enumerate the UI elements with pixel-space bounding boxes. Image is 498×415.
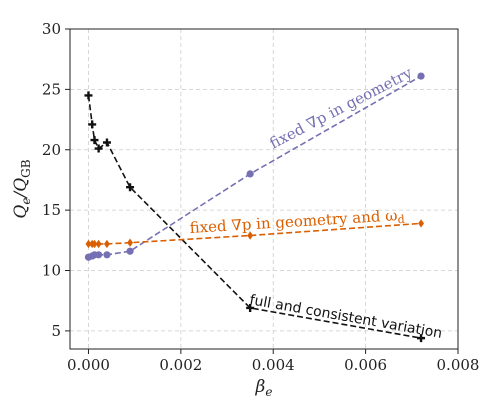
y-tick-label: 10 — [42, 262, 61, 280]
data-point — [95, 239, 102, 249]
series-2 — [85, 219, 424, 249]
series-label-fixed-grad-p-omega: fixed ∇p in geometry and ωd — [189, 206, 405, 239]
series-label-fixed-grad-p: fixed ∇p in geometry — [267, 63, 416, 152]
data-point — [126, 183, 135, 192]
y-tick-label: 5 — [51, 322, 61, 340]
data-point — [126, 247, 134, 255]
data-point — [246, 170, 254, 178]
data-point — [247, 231, 254, 240]
data-point — [104, 239, 110, 249]
axis-ticks: 0.000 0.002 0.004 0.006 0.008 5 10 15 20 25 30 — [42, 20, 480, 374]
series-0 — [84, 91, 426, 343]
x-tick-label: 0.008 — [437, 356, 480, 374]
data-point — [418, 219, 424, 228]
data-point — [103, 251, 111, 259]
data-point — [417, 334, 426, 343]
data-point — [90, 136, 99, 145]
data-point — [85, 239, 92, 249]
data-point — [246, 303, 255, 312]
data-point — [88, 120, 97, 129]
series-1 — [84, 72, 425, 261]
y-axis-label: Qe/QGB — [11, 159, 33, 218]
x-tick-label: 0.004 — [252, 356, 295, 374]
y-tick-label: 30 — [42, 20, 61, 38]
data-point — [84, 91, 93, 100]
y-tick-label: 25 — [42, 80, 61, 98]
y-tick-label: 20 — [42, 141, 61, 159]
series-layer — [84, 72, 426, 343]
data-point — [102, 138, 111, 147]
series-label-full-consistent: full and consistent variation — [248, 292, 443, 342]
x-axis-label: βe — [255, 377, 273, 399]
data-point — [127, 238, 133, 247]
data-point — [91, 239, 98, 249]
data-point — [417, 72, 425, 80]
y-tick-label: 15 — [42, 201, 61, 219]
plot-frame — [69, 28, 459, 350]
data-point — [95, 251, 103, 259]
x-tick-label: 0.000 — [67, 356, 110, 374]
x-tick-label: 0.006 — [344, 356, 387, 374]
data-point — [94, 144, 103, 153]
x-tick-label: 0.002 — [159, 356, 202, 374]
